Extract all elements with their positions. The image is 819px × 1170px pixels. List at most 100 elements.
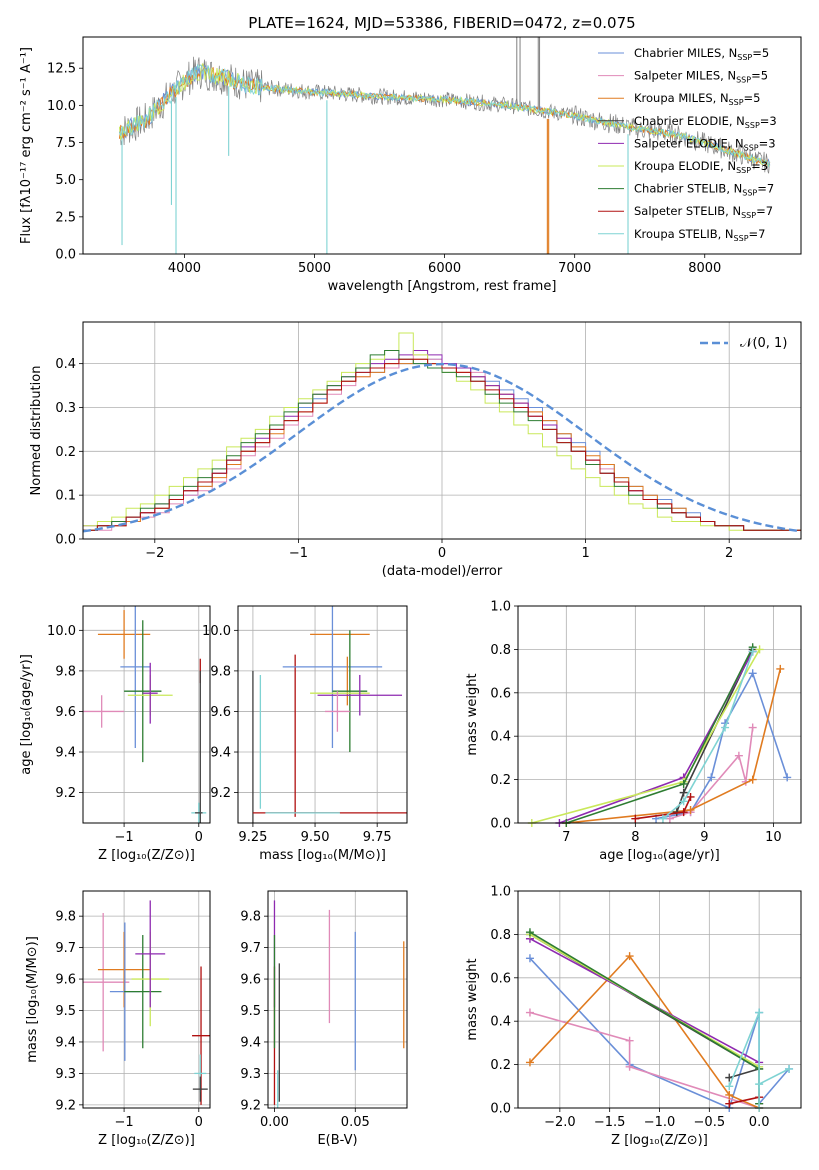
y-tick-label: 0.0 [55, 533, 76, 548]
legend-name: Chabrier STELIB, N [634, 182, 742, 196]
legend-name: Chabrier MILES, N [634, 46, 737, 60]
y-tick-label: 2.5 [55, 210, 76, 225]
series-marker [776, 664, 785, 673]
series-marker [658, 814, 667, 823]
legend-name: Kroupa MILES, N [634, 91, 729, 105]
y-tick-label: 5.0 [55, 173, 76, 188]
y-tick-label: 0.1 [55, 489, 76, 504]
y-tick-label: 9.4 [55, 746, 76, 761]
legend-sub: SSP [745, 121, 760, 130]
histogram-series [83, 358, 801, 539]
series-marker [625, 1036, 634, 1045]
series-marker [725, 1082, 734, 1091]
panel-age-vs-z: −1 0 9.2 9.4 9.6 9.8 10.0 Z [log₁₀(Z/Z⊙)] age [l… [19, 605, 211, 863]
series-marker [625, 1062, 634, 1071]
legend-name: Kroupa STELIB, N [634, 227, 734, 241]
legend-sub: SSP [736, 166, 751, 175]
legend-suffix: =3 [759, 136, 776, 150]
x-tick-label: 9.25 [238, 830, 267, 845]
y-tick-label: 0.2 [490, 1058, 511, 1073]
series-line [655, 671, 788, 820]
series-marker [665, 814, 674, 823]
y-axis-label: mass weight [465, 673, 480, 755]
series-line [566, 668, 782, 823]
x-axis-label: Z [log₁₀(Z/Z⊙)] [98, 1133, 195, 1148]
x-axis-label: age [log₁₀(age/yr)] [599, 848, 720, 863]
series-marker [525, 1058, 534, 1067]
y-tick-label: 0.6 [490, 971, 511, 986]
series-marker [783, 773, 792, 782]
x-tick-label: 0 [195, 830, 203, 845]
legend-suffix: =5 [751, 69, 768, 83]
legend-sub: SSP [744, 143, 759, 152]
series-marker [679, 788, 688, 797]
series-line [559, 651, 754, 823]
legend-name: Salpeter ELODIE, N [634, 136, 744, 150]
series-marker [725, 1073, 734, 1082]
axes-frame [82, 36, 802, 255]
x-tick-label: 5000 [298, 261, 331, 276]
x-tick-label: 2 [725, 546, 733, 561]
legend-suffix: =7 [749, 227, 766, 241]
x-tick-label: 6000 [428, 261, 461, 276]
series-marker [748, 647, 757, 656]
panel-mass-vs-z: −1 0 9.2 9.3 9.4 9.5 9.6 9.7 9.8 Z [log₁₀(Z/Z⊙)] m… [25, 890, 211, 1148]
y-tick-label: 9.6 [55, 705, 76, 720]
x-tick-label: 9.75 [363, 830, 392, 845]
series-marker [686, 792, 695, 801]
x-axis-label: Z [log₁₀(Z/Z⊙)] [611, 1133, 708, 1148]
y-tick-label: 9.8 [55, 664, 76, 679]
y-tick-label: 9.6 [240, 973, 261, 988]
legend-entry: Salpeter MILES, NSSP=5 [634, 69, 768, 85]
y-tick-label: 0.2 [55, 445, 76, 460]
histogram-series [83, 332, 801, 539]
y-tick-label: 0.8 [490, 928, 511, 943]
x-tick-label: −1 [289, 546, 308, 561]
axes-frame [517, 890, 802, 1109]
series-line [529, 954, 760, 1108]
y-tick-label: 9.6 [210, 705, 231, 720]
x-tick-label: 10 [765, 830, 782, 845]
series-marker [631, 814, 640, 823]
x-tick-label: −2.0 [544, 1115, 576, 1130]
y-axis-label: Normed distribution [29, 366, 44, 496]
series-marker [755, 645, 764, 654]
y-tick-label: 0.4 [55, 357, 76, 372]
y-tick-label: 9.7 [240, 941, 261, 956]
series-marker [679, 779, 688, 788]
x-tick-label: 0 [195, 1115, 203, 1130]
axes-frame [82, 321, 802, 540]
series-marker [525, 928, 534, 937]
series-marker [686, 805, 695, 814]
x-tick-label: 0.00 [260, 1115, 289, 1130]
y-tick-label: 12.5 [47, 62, 76, 77]
legend-name: Salpeter MILES, N [634, 69, 736, 83]
y-axis-label: mass [log₁₀(M/M⊙)] [25, 936, 40, 1063]
legend-sub: SSP [736, 76, 751, 85]
x-tick-label: −1.0 [644, 1115, 676, 1130]
y-axis-label: mass weight [465, 958, 480, 1040]
x-axis-label: wavelength [Angstrom, rest frame] [328, 279, 557, 294]
legend-entry: Salpeter ELODIE, NSSP=3 [634, 136, 776, 152]
y-tick-label: 9.8 [55, 910, 76, 925]
series-marker [748, 775, 757, 784]
y-tick-label: 1.0 [490, 600, 511, 615]
series-marker [755, 1008, 764, 1017]
chart-title: PLATE=1624, MJD=53386, FIBERID=0472, z=0… [248, 14, 635, 32]
spectrum-model-line [118, 63, 771, 169]
x-axis-label: (data-model)/error [382, 564, 503, 579]
y-tick-label: 0.8 [490, 643, 511, 658]
y-tick-label: 9.3 [240, 1067, 261, 1082]
legend-suffix: =3 [751, 159, 768, 173]
x-tick-label: 7000 [558, 261, 591, 276]
y-tick-label: 0.0 [55, 248, 76, 263]
y-tick-label: 7.5 [55, 136, 76, 151]
y-tick-label: 9.8 [210, 664, 231, 679]
legend-sub: SSP [741, 211, 756, 220]
y-tick-label: 9.5 [55, 1004, 76, 1019]
y-tick-label: 0.2 [490, 773, 511, 788]
y-tick-label: 9.8 [240, 910, 261, 925]
series-line [662, 651, 754, 820]
x-tick-label: 4000 [168, 261, 201, 276]
